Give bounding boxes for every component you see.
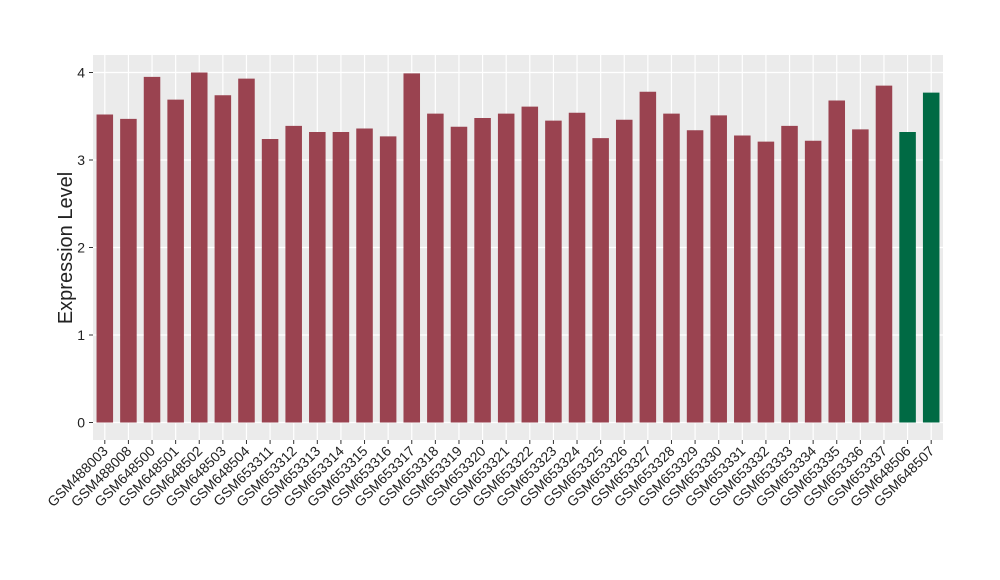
bar xyxy=(120,118,137,423)
bar xyxy=(521,106,539,423)
bar xyxy=(568,112,586,423)
bar xyxy=(261,139,279,423)
bar xyxy=(497,113,515,423)
bar xyxy=(309,132,326,423)
bar xyxy=(781,125,798,423)
y-tick-label: 0 xyxy=(77,415,85,431)
bar xyxy=(899,132,916,423)
y-tick-label: 1 xyxy=(77,327,85,343)
bar xyxy=(757,141,775,423)
bar xyxy=(214,95,232,423)
bar xyxy=(379,136,397,423)
bar xyxy=(545,120,562,423)
bar xyxy=(427,113,444,423)
bar xyxy=(403,73,421,423)
bar xyxy=(710,115,727,423)
bar xyxy=(285,125,302,423)
y-tick-label: 2 xyxy=(77,240,85,256)
bar xyxy=(804,140,822,423)
bar xyxy=(167,99,184,423)
bar xyxy=(143,76,161,423)
bar xyxy=(828,100,846,423)
bar xyxy=(615,119,633,423)
bar xyxy=(922,92,940,423)
y-axis-label: Expression Level xyxy=(55,172,77,324)
bar xyxy=(639,91,657,423)
y-tick-label: 4 xyxy=(77,65,85,81)
bar xyxy=(875,85,893,423)
y-tick-label: 3 xyxy=(77,152,85,168)
bar xyxy=(474,118,491,423)
bar xyxy=(734,135,751,423)
bar xyxy=(190,72,208,423)
bar xyxy=(238,78,255,423)
bar xyxy=(686,130,704,423)
bar xyxy=(356,128,373,423)
bar xyxy=(852,129,869,423)
bar xyxy=(332,132,350,423)
bar xyxy=(450,126,468,423)
bar xyxy=(592,138,609,423)
bar xyxy=(663,113,680,423)
bar xyxy=(96,114,114,423)
